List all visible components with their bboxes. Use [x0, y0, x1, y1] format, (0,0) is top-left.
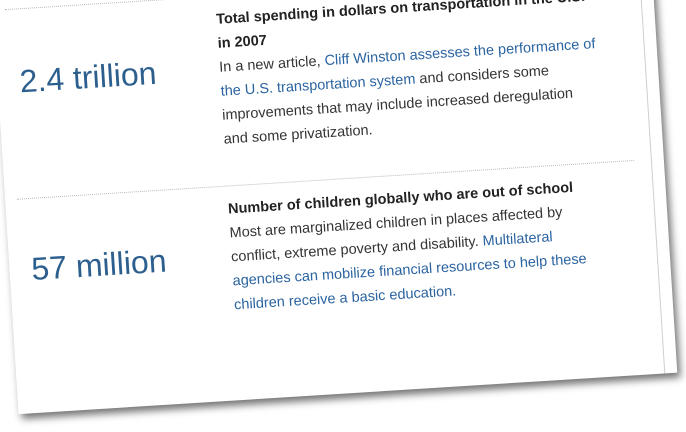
stat-figure-children: 57 million [30, 242, 168, 287]
stat-figure-transportation: 2.4 trillion [18, 54, 158, 100]
stats-card: 2.4 trillion Total spending in dollars o… [5, 0, 666, 374]
stat-entry-children: Number of children globally who are out … [227, 174, 612, 317]
card-right-border [635, 0, 666, 374]
stat-entry-transportation: Total spending in dollars on transportat… [215, 0, 601, 152]
stat-text-before-transportation: In a new article, [218, 53, 326, 76]
